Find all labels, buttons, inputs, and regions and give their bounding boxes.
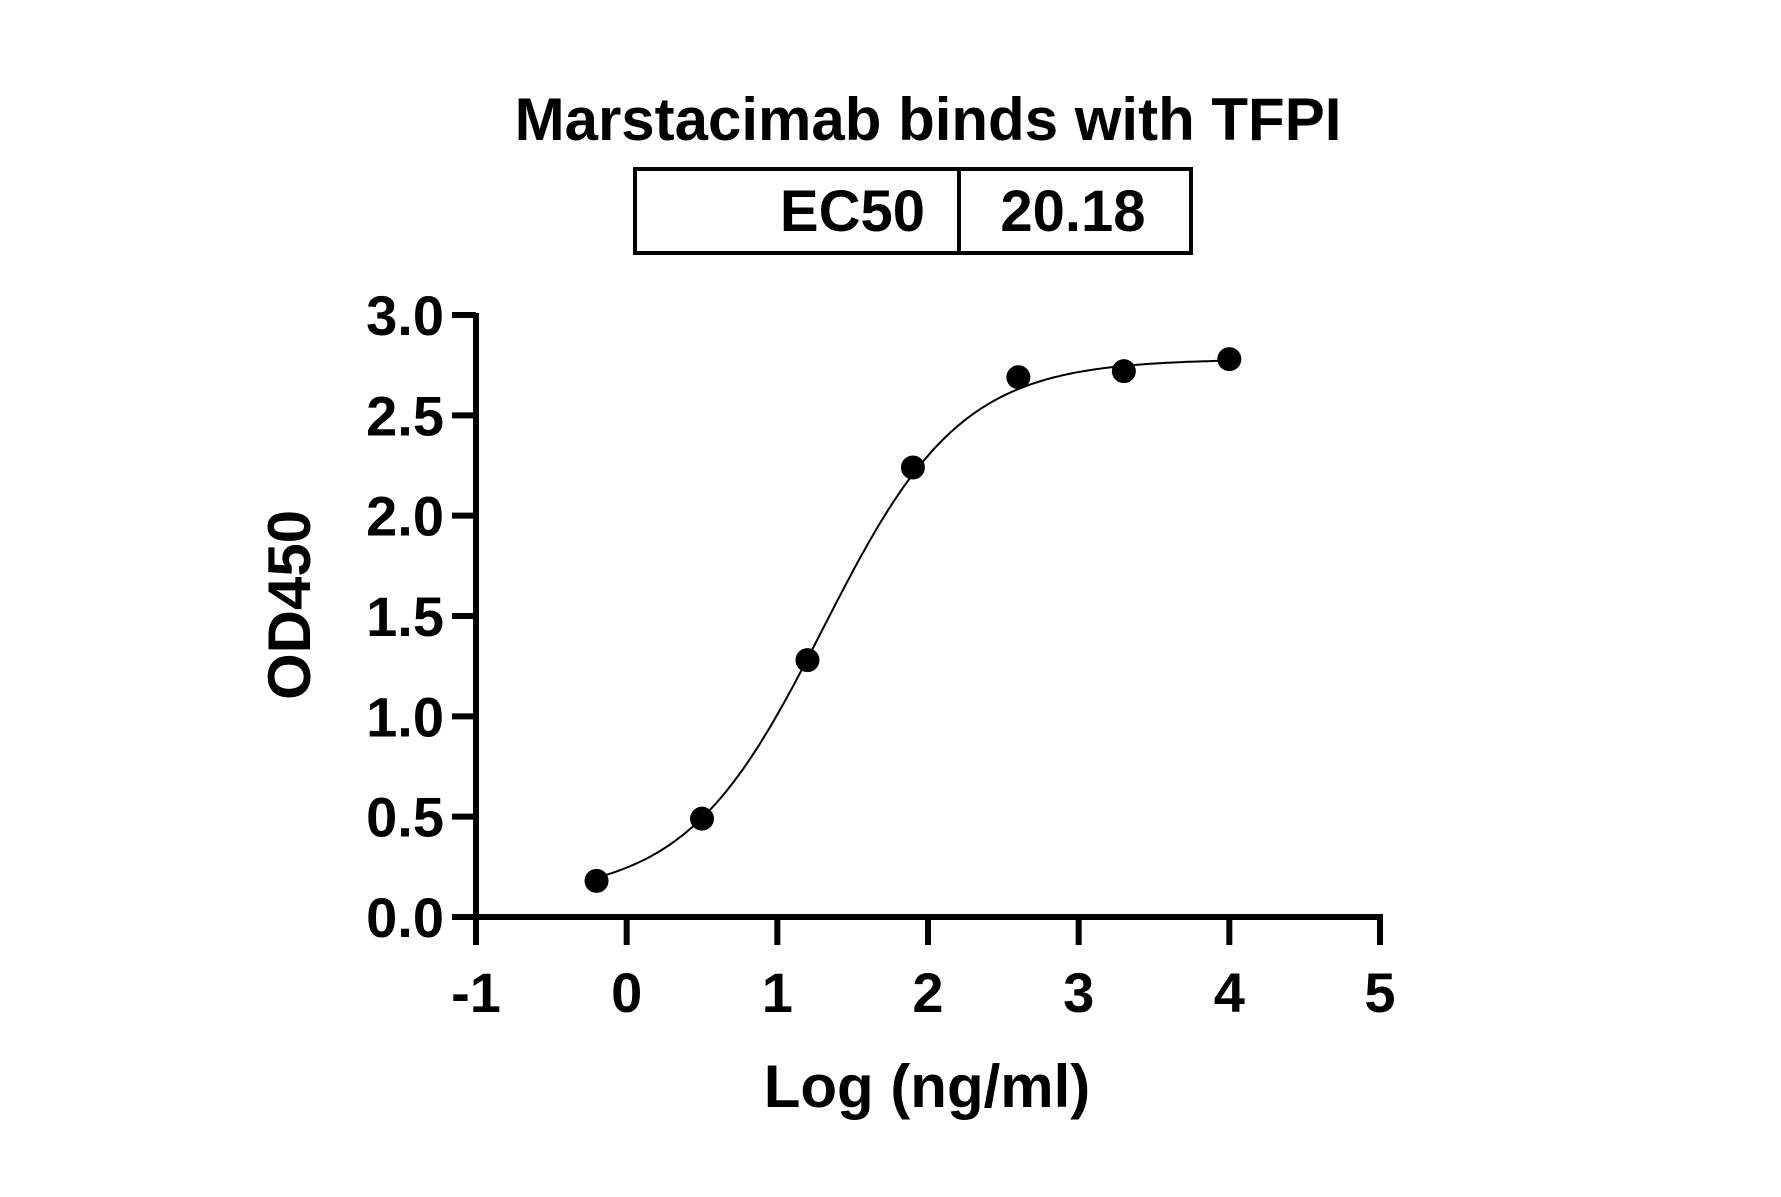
y-tick-label: 1.5	[366, 585, 444, 648]
x-axis-label: Log (ng/ml)	[764, 1053, 1091, 1120]
data-point	[690, 806, 714, 831]
x-tick-label: 5	[1364, 961, 1395, 1024]
data-point	[584, 868, 609, 893]
y-axis-label: OD450	[256, 510, 323, 700]
data-point	[795, 648, 820, 673]
x-tick-label: 0	[611, 961, 642, 1024]
data-point	[1111, 359, 1136, 384]
x-tick-label: 1	[762, 961, 793, 1024]
y-tick-label: 2.0	[366, 485, 444, 548]
y-tick-label: 2.5	[366, 384, 444, 447]
x-tick-label: 3	[1063, 961, 1094, 1024]
data-point	[1006, 365, 1031, 390]
data-point	[1217, 347, 1242, 372]
ec50-label: EC50	[780, 179, 925, 244]
x-tick-label: -1	[451, 961, 501, 1024]
x-tick-label: 2	[912, 961, 943, 1024]
y-tick-label: 0.0	[366, 886, 444, 949]
x-tick-label: 4	[1214, 961, 1245, 1024]
fit-curve	[596, 359, 1230, 879]
y-tick-label: 1.0	[366, 685, 444, 748]
y-tick-label: 3.0	[366, 284, 444, 347]
chart-title: Marstacimab binds with TFPI	[515, 86, 1342, 153]
data-point	[900, 455, 925, 480]
y-tick-label: 0.5	[366, 786, 444, 849]
ec50-value: 20.18	[1000, 179, 1145, 244]
ec50-table: EC50 20.18	[633, 167, 1193, 255]
